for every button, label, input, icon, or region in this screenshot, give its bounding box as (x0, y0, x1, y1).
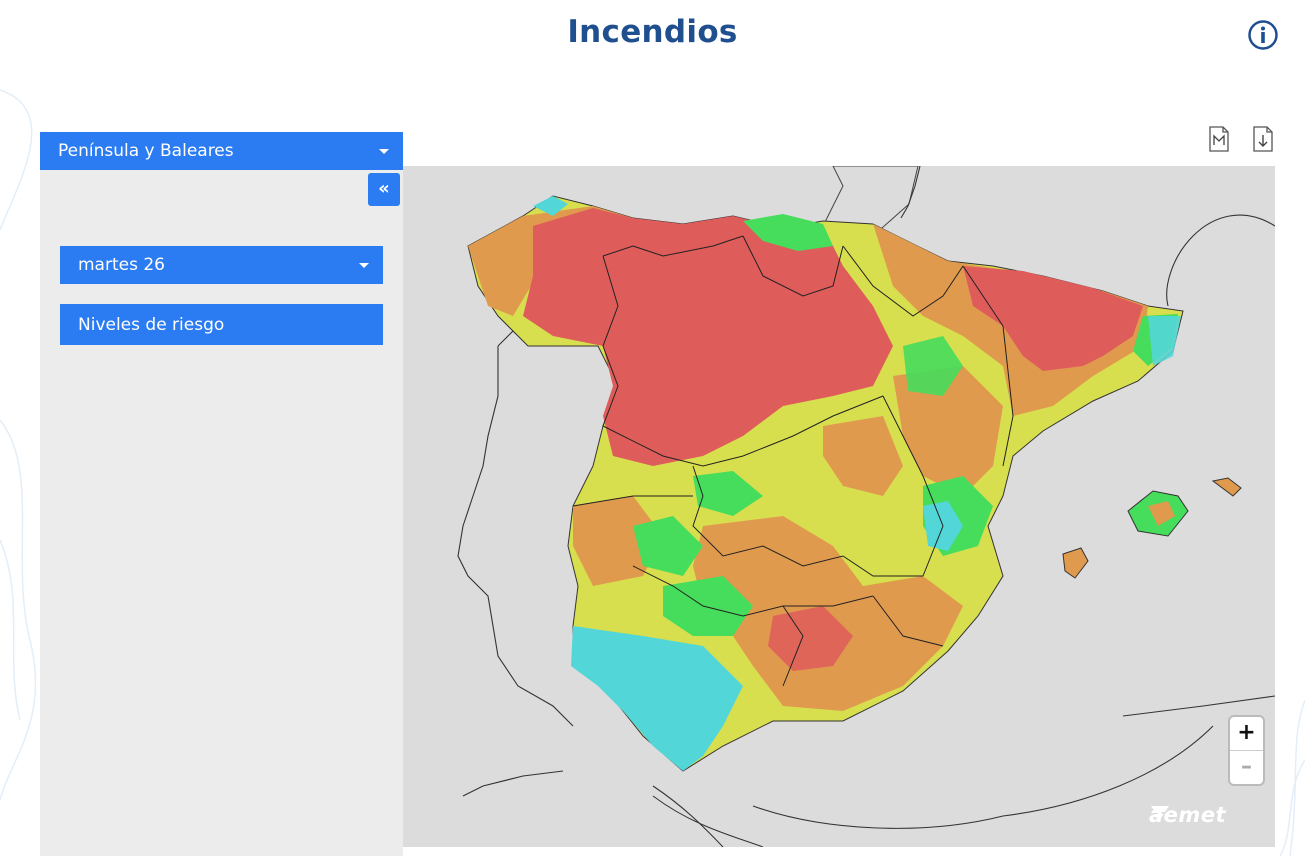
map-document-icon[interactable] (1208, 126, 1230, 152)
page-title: Incendios (567, 14, 738, 50)
zoom-in-button[interactable]: + (1230, 717, 1263, 751)
caret-down-icon (359, 263, 369, 268)
aemet-logo: aemet (1149, 803, 1226, 827)
region-select[interactable]: Península y Baleares (40, 132, 403, 170)
very-low-risk-zone (571, 626, 743, 771)
fire-risk-map[interactable]: + – aemet (403, 166, 1275, 847)
caret-down-icon (379, 149, 389, 154)
day-select-value: martes 26 (78, 255, 165, 275)
zoom-out-button[interactable]: – (1241, 754, 1252, 779)
risk-levels-button[interactable]: Niveles de riesgo (60, 304, 383, 345)
collapse-sidebar-button[interactable]: « (368, 173, 400, 206)
zoom-control: + – (1230, 717, 1263, 784)
day-select[interactable]: martes 26 (60, 246, 383, 284)
download-document-icon[interactable] (1252, 126, 1274, 152)
very-high-risk-zone (523, 208, 893, 466)
sidebar-panel: Península y Baleares « martes 26 Niveles… (40, 132, 403, 856)
map-canvas (457, 166, 1275, 847)
info-icon[interactable] (1247, 19, 1279, 51)
aemet-logo-icon (1151, 806, 1169, 819)
region-select-value: Península y Baleares (58, 141, 234, 161)
